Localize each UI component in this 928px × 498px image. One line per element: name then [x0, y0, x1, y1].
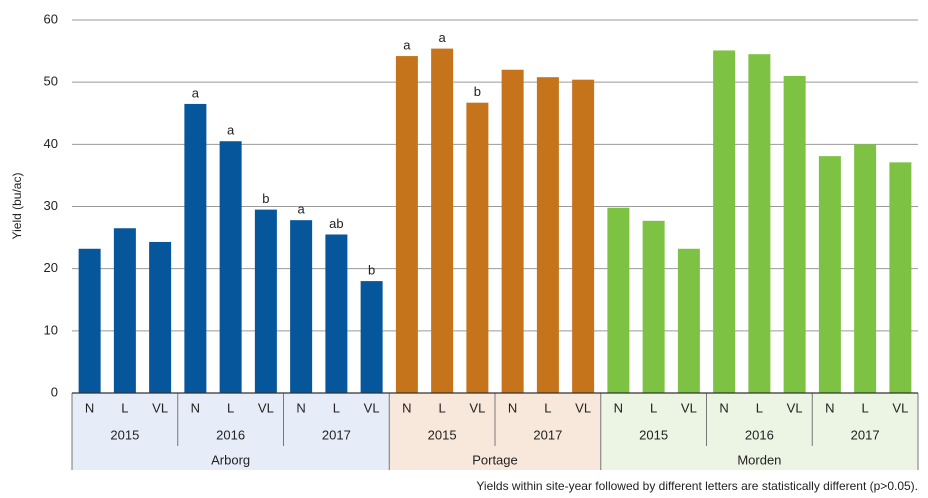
x-tick-label: N	[614, 400, 623, 415]
y-axis-label: Yield (bu/ac)	[10, 173, 24, 240]
bar	[113, 228, 136, 393]
bar	[748, 54, 771, 394]
y-tick-label: 30	[44, 198, 58, 213]
y-tick-label: 40	[44, 136, 58, 151]
bar	[677, 248, 700, 393]
site-label: Arborg	[211, 452, 250, 467]
significance-letter: a	[298, 202, 306, 217]
year-label: 2017	[533, 427, 562, 442]
y-tick-label: 60	[44, 11, 58, 26]
x-tick-label: VL	[364, 400, 380, 415]
significance-letter: a	[439, 30, 447, 45]
bar	[783, 75, 806, 393]
significance-letter: a	[192, 85, 200, 100]
bar	[536, 77, 559, 394]
significance-letter: ab	[329, 216, 343, 231]
footnote: Yields within site-year followed by diff…	[476, 479, 918, 493]
x-tick-label: L	[439, 400, 446, 415]
year-label: 2016	[216, 427, 245, 442]
bar	[360, 281, 383, 393]
bar	[572, 79, 595, 394]
x-tick-label: N	[296, 400, 305, 415]
y-tick-label: 0	[51, 384, 58, 399]
bar	[713, 50, 736, 393]
y-tick-label: 10	[44, 322, 58, 337]
x-tick-label: N	[719, 400, 728, 415]
bar	[431, 48, 454, 393]
x-tick-label: VL	[892, 400, 908, 415]
significance-letter: a	[227, 123, 235, 138]
x-tick-label: VL	[152, 400, 168, 415]
significance-letter: b	[474, 84, 481, 99]
bar	[219, 141, 242, 393]
bar	[78, 248, 101, 393]
bar	[889, 162, 912, 393]
y-tick-label: 20	[44, 260, 58, 275]
site-label: Morden	[737, 452, 781, 467]
bar	[395, 56, 418, 393]
x-tick-label: L	[650, 400, 657, 415]
bar	[854, 144, 877, 393]
year-label: 2015	[110, 427, 139, 442]
site-band	[600, 393, 918, 470]
x-tick-label: L	[756, 400, 763, 415]
site-label: Portage	[472, 452, 518, 467]
year-label: 2015	[639, 427, 668, 442]
bar	[818, 156, 841, 393]
bar	[501, 69, 524, 393]
year-label: 2017	[322, 427, 351, 442]
x-tick-label: VL	[575, 400, 591, 415]
site-band	[72, 393, 390, 470]
x-tick-label: VL	[681, 400, 697, 415]
x-tick-label: N	[85, 400, 94, 415]
x-tick-label: N	[191, 400, 200, 415]
significance-letter: b	[262, 191, 269, 206]
bar	[290, 220, 313, 393]
x-tick-label: L	[544, 400, 551, 415]
year-label: 2015	[428, 427, 457, 442]
bar	[642, 220, 665, 393]
bar	[466, 102, 489, 393]
significance-letter: b	[368, 263, 375, 278]
x-tick-label: N	[508, 400, 517, 415]
x-tick-label: N	[825, 400, 834, 415]
bar	[254, 209, 277, 393]
bar	[184, 103, 207, 394]
significance-letter: a	[403, 37, 411, 52]
x-tick-label: L	[862, 400, 869, 415]
x-tick-label: L	[121, 400, 128, 415]
x-tick-label: VL	[469, 400, 485, 415]
x-tick-label: L	[333, 400, 340, 415]
x-tick-label: VL	[258, 400, 274, 415]
bar	[149, 241, 172, 393]
x-tick-label: VL	[787, 400, 803, 415]
bar	[325, 234, 348, 393]
bar	[607, 207, 630, 393]
x-tick-label: N	[402, 400, 411, 415]
year-label: 2016	[745, 427, 774, 442]
x-tick-label: L	[227, 400, 234, 415]
y-tick-label: 50	[44, 74, 58, 89]
year-label: 2017	[851, 427, 880, 442]
